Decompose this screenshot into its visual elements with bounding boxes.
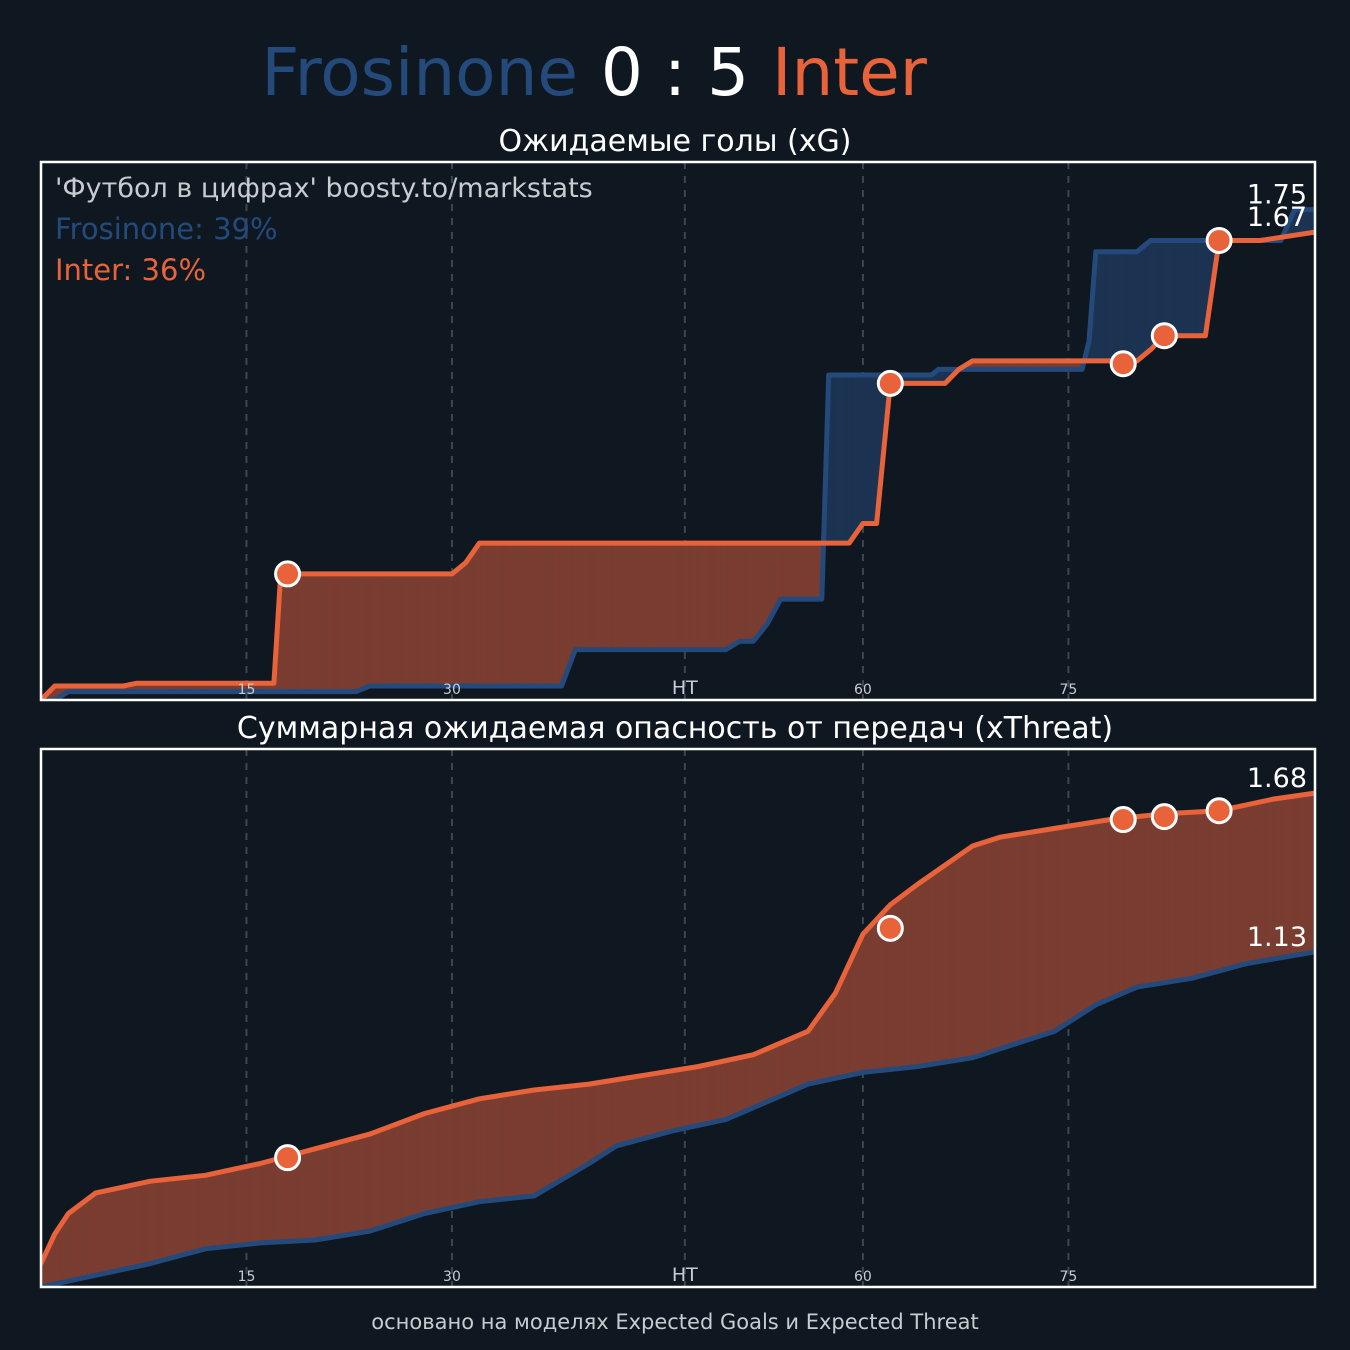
difference-fill <box>41 209 1315 700</box>
x-tick-label: 60 <box>854 1269 872 1285</box>
legend-frosinone: Frosinone: 39% <box>55 212 278 246</box>
x-tick-label: 75 <box>1060 682 1078 698</box>
inter-line <box>41 790 1315 1266</box>
plot-frame <box>39 160 1317 702</box>
plot-frame <box>39 747 1317 1289</box>
goal-marker <box>274 560 302 588</box>
frosinone-end-value: 1.75 <box>1247 180 1307 211</box>
goal-marker <box>1205 797 1233 825</box>
x-tick-label: 15 <box>238 1269 256 1285</box>
inter-end-value: 1.68 <box>1247 763 1307 794</box>
score-text: 0 : 5 <box>601 34 749 111</box>
away-team-name: Inter <box>772 34 928 111</box>
goal-marker <box>1109 350 1137 378</box>
series-lines <box>41 790 1315 1287</box>
x-tick-label: 30 <box>443 1269 461 1285</box>
x-tick-label: HT <box>672 677 698 699</box>
x-tick-label: HT <box>672 1264 698 1286</box>
inter-end-value: 1.67 <box>1247 202 1307 233</box>
score-header: Frosinone 0 : 5 Inter <box>261 34 927 111</box>
xthreat-chart-title: Суммарная ожидаемая опасность от передач… <box>237 711 1113 746</box>
frosinone-end-value: 1.13 <box>1247 922 1307 953</box>
watermark-text: 'Футбол в цифрах' boosty.to/markstats <box>55 173 593 204</box>
frosinone-line <box>41 949 1315 1287</box>
home-team-name: Frosinone <box>261 34 578 111</box>
goal-marker <box>876 369 904 397</box>
x-tick-label: 15 <box>238 682 256 698</box>
difference-fill <box>41 792 1315 1287</box>
goal-marker <box>1150 322 1178 350</box>
x-tick-label: 60 <box>854 682 872 698</box>
goal-marker <box>1205 226 1233 254</box>
xg-chart: 15 30 HT 60 75 1.751.67 'Футбол в цифрах' boos… <box>39 160 1317 702</box>
goal-marker <box>1109 806 1137 834</box>
xthreat-chart: 15 30 HT 60 75 1.68 1.13 <box>39 747 1317 1289</box>
footer-note: основано на моделях Expected Goals и Exp… <box>371 1310 978 1334</box>
goal-marker <box>1150 803 1178 831</box>
goal-marker <box>876 914 904 942</box>
x-tick-label: 30 <box>443 682 461 698</box>
x-tick-label: 75 <box>1060 1269 1078 1285</box>
goal-marker <box>274 1144 302 1172</box>
legend-inter: Inter: 36% <box>55 253 206 287</box>
xg-chart-title: Ожидаемые голы (xG) <box>499 124 852 159</box>
